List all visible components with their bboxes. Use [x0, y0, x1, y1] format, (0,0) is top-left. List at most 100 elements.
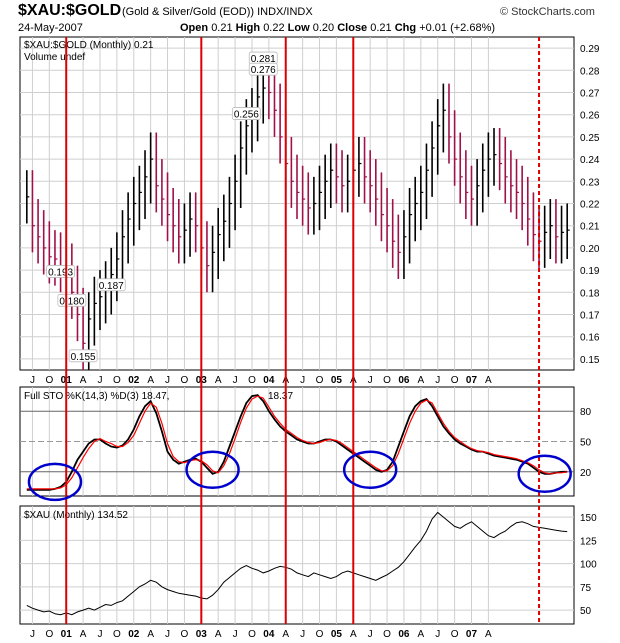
price-bar	[341, 150, 345, 213]
x-axis-label-bottom: 05	[331, 629, 343, 640]
chart-date: 24-May-2007	[18, 22, 83, 34]
price-bar	[121, 210, 126, 286]
price-bar	[211, 225, 216, 293]
price-bar	[515, 159, 520, 220]
annotation-box	[46, 265, 75, 278]
price-bar	[31, 170, 35, 253]
x-axis-label-top: A	[80, 375, 87, 386]
blue-circle-marker	[185, 450, 240, 490]
stoch-line-k	[26, 394, 568, 491]
ohlc-summary: Open 0.21 High 0.22 Low 0.20 Close 0.21 …	[180, 22, 495, 34]
xau-legend: $XAU (Monthly) 134.52	[24, 510, 128, 521]
xau-ytick-label: 125	[580, 536, 597, 547]
price-annotation: 0.193	[48, 267, 73, 278]
low-label: Low	[287, 22, 310, 34]
blue-circle-marker	[342, 450, 398, 490]
price-bar	[166, 172, 171, 242]
x-axis-label-bottom: O	[45, 629, 53, 640]
price-ytick-label: 0.19	[580, 266, 600, 277]
price-bar	[296, 154, 300, 220]
price-bar	[138, 165, 142, 231]
price-bar	[465, 150, 469, 220]
open-label: Open	[180, 22, 209, 34]
price-bar	[566, 203, 570, 259]
price-bar	[448, 83, 452, 164]
price-annotation: 0.281	[251, 54, 276, 65]
price-bar	[206, 221, 210, 293]
price-ytick-label: 0.21	[580, 222, 600, 233]
x-axis-label-bottom: J	[368, 629, 373, 640]
price-bar	[335, 143, 339, 204]
price-bar	[329, 143, 334, 208]
x-axis-label-bottom: A	[485, 629, 492, 640]
xau-ytick-label: 50	[580, 606, 592, 617]
price-bar	[436, 99, 441, 175]
price-ytick-label: 0.25	[580, 133, 600, 144]
x-axis-label-top: J	[233, 375, 238, 386]
x-axis-label-top: 02	[128, 375, 140, 386]
high-value: 0.22	[263, 22, 285, 34]
price-bar	[346, 154, 351, 213]
price-ytick-label: 0.18	[580, 288, 600, 299]
x-axis-label-bottom: 04	[263, 629, 275, 640]
blue-circle-marker	[27, 462, 83, 502]
x-axis-label-top: J	[368, 375, 373, 386]
x-axis-label-bottom: 01	[61, 629, 73, 640]
x-axis-label-top: A	[485, 375, 492, 386]
price-bar	[420, 165, 424, 231]
price-annotation: 0.256	[234, 110, 259, 121]
x-axis-label-bottom: J	[165, 629, 170, 640]
price-ytick-label: 0.26	[580, 111, 600, 122]
price-bar	[391, 199, 396, 268]
price-bar	[256, 70, 261, 142]
x-axis-label-bottom: J	[233, 629, 238, 640]
x-axis-label-bottom: O	[383, 629, 391, 640]
price-bar	[290, 136, 294, 208]
price-bar	[217, 207, 221, 279]
xau-ytick-label: 150	[580, 513, 597, 524]
price-bar	[375, 159, 379, 226]
x-axis-label-top: A	[147, 375, 154, 386]
high-label: High	[235, 22, 261, 34]
price-bar	[318, 165, 323, 231]
x-axis-label-top: A	[215, 375, 222, 386]
stoch-ytick-label: 50	[580, 438, 592, 449]
x-axis-label-bottom: A	[80, 629, 87, 640]
price-bar	[273, 65, 277, 137]
price-bar	[279, 83, 283, 164]
price-bar	[369, 150, 373, 213]
x-axis-label-bottom: A	[350, 629, 357, 640]
x-axis-label-top: 05	[331, 375, 343, 386]
price-bar	[239, 121, 244, 208]
price-ytick-label: 0.28	[580, 66, 600, 77]
price-bar	[453, 110, 458, 186]
price-bar	[234, 154, 238, 231]
ticker-description: (Gold & Silver/Gold (EOD)) INDX/INDX	[122, 6, 313, 18]
x-axis-label-bottom: A	[215, 629, 222, 640]
x-axis-label-top: A	[417, 375, 424, 386]
price-ytick-label: 0.15	[580, 355, 600, 366]
price-bar	[403, 210, 407, 279]
price-bar	[172, 187, 176, 253]
price-bar	[26, 170, 30, 224]
price-bar	[37, 199, 41, 264]
x-axis-label-bottom: 02	[128, 629, 140, 640]
x-axis-label-top: O	[451, 375, 459, 386]
price-bar	[397, 214, 401, 279]
brand-credit: © StockCharts.com	[500, 6, 595, 18]
price-ytick-label: 0.23	[580, 177, 600, 188]
price-ytick-label: 0.22	[580, 200, 600, 211]
price-ytick-label: 0.27	[580, 89, 600, 100]
xau-line	[26, 511, 568, 616]
price-bar	[459, 132, 463, 204]
price-ytick-label: 0.16	[580, 333, 600, 344]
annotation-box	[248, 62, 278, 76]
price-ytick-label: 0.17	[580, 311, 600, 322]
price-bar	[307, 172, 311, 235]
x-axis-label-top: O	[316, 375, 324, 386]
price-bar	[414, 176, 418, 242]
x-axis-label-bottom: 06	[398, 629, 410, 640]
stoch-ytick-label: 20	[580, 468, 592, 479]
x-axis-label-bottom: O	[316, 629, 324, 640]
